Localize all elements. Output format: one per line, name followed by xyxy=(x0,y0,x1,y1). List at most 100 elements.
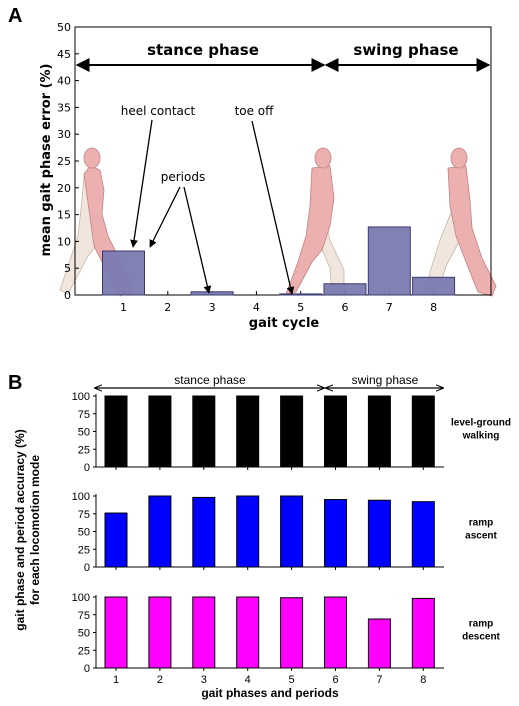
chart-b-bar-level-ground-3 xyxy=(192,395,216,468)
walking-figure-swing xyxy=(425,147,497,297)
chart-b-y-tick-label: 25 xyxy=(78,444,90,456)
chart-b-y-tick-label: 0 xyxy=(84,462,90,474)
chart-b-x-tick-label: 8 xyxy=(420,674,426,686)
chart-b-subplots: 0255075100level-groundwalking0255075100r… xyxy=(72,391,511,686)
periods-arrow-1 xyxy=(149,186,181,248)
chart-b-bar-ramp-ascent-6 xyxy=(324,499,347,568)
chart-b-bar-level-ground-7 xyxy=(367,395,391,468)
chart-b-y-tick-label: 0 xyxy=(84,562,90,574)
chart-b-x-tick-label: 7 xyxy=(376,674,382,686)
chart-a-x-tick-label: 2 xyxy=(164,301,171,314)
chart-b-y-tick-label: 75 xyxy=(78,610,90,622)
toe-off-arrow xyxy=(251,120,295,295)
chart-b-series-label-ramp-descent: descent xyxy=(462,632,500,643)
chart-a-y-tick-label: 45 xyxy=(57,48,71,61)
chart-b-bar-ramp-descent-6 xyxy=(324,596,347,669)
chart-a-y-tick-label: 5 xyxy=(64,262,71,275)
chart-a-x-tick-label: 7 xyxy=(386,301,393,314)
chart-a-x-tick-label: 5 xyxy=(297,301,304,314)
chart-b-series-label-ramp-ascent: ascent xyxy=(465,531,497,542)
chart-b-subplot-level-ground: 0 25 50 75 100 level-ground walking xyxy=(72,391,511,474)
chart-a-x-tick-label: 3 xyxy=(209,301,216,314)
chart-a-y-tick-label: 20 xyxy=(57,182,71,195)
chart-b-y-tick-label: 50 xyxy=(78,427,90,439)
chart-b-bar-ramp-descent-8 xyxy=(411,597,435,669)
chart-a-bar-7 xyxy=(367,226,411,296)
chart-b-x-tick-label: 5 xyxy=(289,674,295,686)
chart-a-swing-phase-label: swing phase xyxy=(353,41,458,59)
chart-a-x-tick-label: 8 xyxy=(430,301,437,314)
chart-b-bar-ramp-ascent-1 xyxy=(104,512,128,568)
chart-a-bar-8 xyxy=(412,276,456,296)
chart-b-y-tick-label: 50 xyxy=(78,628,90,640)
chart-b-y-tick-label: 75 xyxy=(78,509,90,521)
chart-a-y-tick-label: 15 xyxy=(57,209,71,222)
chart-b-bar-ramp-ascent-2 xyxy=(148,495,172,568)
chart-a-y-tick-label: 50 xyxy=(57,21,71,34)
chart-b-y-tick-label: 100 xyxy=(72,491,90,503)
chart-b-x-tick-label: 1 xyxy=(113,674,119,686)
chart-b-bar-level-ground-2 xyxy=(148,395,172,468)
annotation-toe-off: toe off xyxy=(235,104,275,118)
chart-b-bar-ramp-descent-5 xyxy=(280,597,304,669)
chart-b-y-axis-label-line1: gait phase and period accuracy (%) xyxy=(13,429,27,630)
chart-b-y-tick-label: 100 xyxy=(72,592,90,604)
chart-a-x-tick-label: 6 xyxy=(342,301,349,314)
panel-b-label: B xyxy=(8,372,22,394)
chart-a-x-axis-label: gait cycle xyxy=(249,316,320,331)
chart-a-bar-6 xyxy=(323,283,367,296)
chart-b-bar-level-ground-6 xyxy=(324,395,347,468)
chart-a-y-tick-label: 30 xyxy=(57,128,71,141)
chart-b-series-label-ramp-descent: ramp xyxy=(469,619,493,630)
chart-b-bar-level-ground-4 xyxy=(236,395,260,468)
chart-b-subplot-ramp-descent: 0 25 50 75 100 ramp descent xyxy=(72,592,501,675)
chart-b-bar-ramp-descent-3 xyxy=(192,596,216,669)
chart-b-x-tick-label: 3 xyxy=(201,674,207,686)
chart-b-y-tick-label: 25 xyxy=(78,544,90,556)
chart-b-series-label-level-ground: walking xyxy=(462,431,500,442)
chart-b-bar-level-ground-5 xyxy=(280,395,304,468)
chart-b-bar-ramp-ascent-8 xyxy=(411,501,435,568)
chart-a-y-tick-label: 25 xyxy=(57,155,71,168)
chart-a-x-tick-label: 1 xyxy=(120,301,127,314)
chart-b-x-tick-label: 2 xyxy=(157,674,163,686)
chart-a-y-tick-label: 40 xyxy=(57,75,71,88)
panel-a-label: A xyxy=(8,5,22,27)
chart-b-y-tick-label: 25 xyxy=(78,645,90,657)
chart-b-series-label-level-ground: level-ground xyxy=(451,418,511,429)
chart-b-x-tick-label: 6 xyxy=(332,674,338,686)
chart-a-y-tick-label: 0 xyxy=(64,289,71,302)
chart-b-bar-ramp-ascent-4 xyxy=(236,495,260,568)
chart-b-x-axis-label: gait phases and periods xyxy=(201,686,339,700)
chart-b-bar-ramp-ascent-5 xyxy=(280,495,304,568)
chart-a-annotations: heel contact periods toe off xyxy=(121,104,295,295)
chart-b-y-axis-label-line2: for each locomotion mode xyxy=(28,455,42,605)
chart-b-bar-ramp-ascent-3 xyxy=(192,496,216,568)
heel-contact-arrow xyxy=(130,119,153,248)
chart-b-bar-ramp-descent-7 xyxy=(367,618,391,669)
chart-b-bar-ramp-descent-4 xyxy=(236,596,260,669)
chart-b-y-tick-label: 50 xyxy=(78,527,90,539)
chart-b-series-label-ramp-ascent: ramp xyxy=(469,518,493,529)
walking-figure-toe-off xyxy=(285,147,345,295)
chart-b-stance-phase-label: stance phase xyxy=(174,373,246,387)
chart-a-y-tick-label: 10 xyxy=(57,235,71,248)
chart-a-bar-1 xyxy=(102,250,145,296)
chart-b-bar-level-ground-8 xyxy=(411,395,435,468)
periods-arrow-2 xyxy=(183,186,212,294)
chart-a-bar-3 xyxy=(190,291,234,296)
chart-b-bar-ramp-descent-2 xyxy=(148,596,172,669)
chart-b-y-tick-label: 0 xyxy=(84,663,90,675)
chart-b-bar-ramp-ascent-7 xyxy=(367,499,391,568)
chart-b-swing-phase-label: swing phase xyxy=(352,373,419,387)
chart-a-y-tick-label: 35 xyxy=(57,101,71,114)
chart-b-bar-level-ground-1 xyxy=(104,395,128,468)
annotation-heel-contact: heel contact xyxy=(121,104,196,118)
chart-a-bars xyxy=(102,226,456,296)
annotation-periods: periods xyxy=(161,170,205,184)
chart-b-y-tick-label: 100 xyxy=(72,391,90,403)
chart-a-y-axis-label: mean gait phase error (%) xyxy=(39,63,54,256)
chart-b-y-tick-label: 75 xyxy=(78,409,90,421)
chart-b-bar-ramp-descent-1 xyxy=(104,596,128,669)
